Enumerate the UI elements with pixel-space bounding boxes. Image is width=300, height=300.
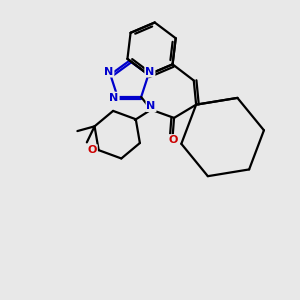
Text: O: O: [88, 145, 97, 155]
Text: N: N: [110, 93, 119, 103]
Text: N: N: [145, 67, 154, 77]
Text: N: N: [104, 67, 113, 77]
Text: N: N: [146, 101, 156, 111]
Text: O: O: [169, 135, 178, 145]
